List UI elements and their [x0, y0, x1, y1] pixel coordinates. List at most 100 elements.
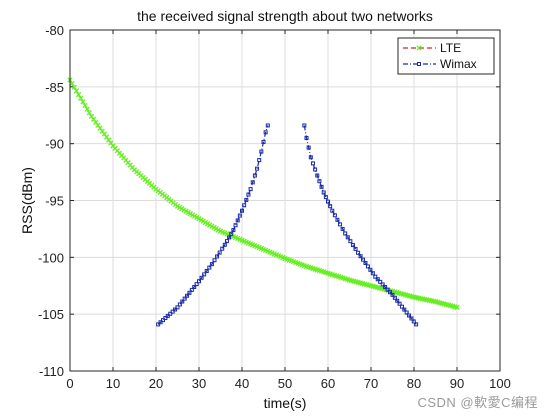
data-point-wimax	[343, 231, 348, 236]
data-point-wimax	[385, 287, 390, 292]
data-point-lte	[75, 91, 82, 98]
x-tick-label: 80	[407, 376, 421, 391]
data-point-wimax	[173, 307, 178, 312]
data-point-wimax	[209, 262, 214, 267]
data-point-wimax	[242, 203, 247, 208]
data-point-wimax	[237, 213, 242, 218]
data-point-wimax	[315, 173, 320, 178]
data-point-wimax	[332, 213, 337, 218]
data-point-wimax	[229, 231, 234, 236]
data-point-lte	[73, 88, 80, 94]
x-tick-label: 90	[450, 376, 464, 391]
x-tick-label: 0	[66, 376, 73, 391]
data-point-wimax	[204, 268, 209, 273]
data-point-wimax	[388, 290, 393, 295]
chart-title: the received signal strength about two n…	[137, 8, 433, 24]
data-point-wimax	[358, 254, 363, 259]
data-point-wimax	[328, 204, 333, 209]
data-point-wimax	[370, 271, 375, 276]
data-point-wimax	[187, 290, 192, 295]
data-point-wimax	[306, 145, 311, 150]
legend-label-lte: LTE	[440, 41, 461, 55]
data-point-wimax	[227, 235, 232, 240]
data-point-wimax	[197, 279, 201, 284]
x-tick-label: 30	[192, 376, 206, 391]
data-point-wimax	[224, 239, 229, 244]
data-point-wimax	[414, 322, 419, 327]
y-tick-label: -100	[38, 250, 64, 265]
y-tick-label: -110	[39, 364, 64, 379]
data-point-wimax	[395, 298, 400, 303]
data-point-wimax	[235, 218, 240, 223]
data-point-wimax	[323, 195, 328, 200]
data-point-wimax	[340, 226, 345, 231]
data-point-wimax	[313, 167, 318, 172]
data-point-lte	[80, 99, 86, 105]
data-point-wimax	[368, 267, 373, 272]
data-point-wimax	[356, 250, 361, 255]
series-layer	[67, 77, 460, 327]
y-tick-label: -90	[45, 137, 64, 152]
data-point-wimax	[265, 123, 270, 128]
data-point-wimax	[375, 277, 380, 282]
data-point-wimax	[257, 158, 262, 163]
data-point-wimax	[261, 139, 266, 144]
data-point-lte	[454, 304, 460, 311]
y-axis-label: RSS(dBm)	[19, 167, 35, 234]
data-point-wimax	[248, 187, 253, 192]
data-point-wimax	[404, 310, 409, 315]
data-point-wimax	[399, 304, 404, 309]
data-point-wimax	[180, 299, 185, 304]
data-point-wimax	[220, 246, 225, 251]
data-point-wimax	[233, 223, 238, 228]
data-point-wimax	[397, 301, 402, 306]
data-point-wimax	[361, 257, 366, 262]
data-point-wimax	[222, 242, 227, 247]
data-point-wimax	[168, 311, 173, 316]
data-point-wimax	[330, 208, 335, 213]
data-point-wimax	[378, 279, 383, 284]
data-point-wimax	[259, 149, 264, 154]
legend-label-wimax: Wimax	[440, 57, 477, 71]
data-point-wimax	[170, 309, 175, 314]
data-point-wimax	[194, 282, 199, 287]
data-point-wimax	[353, 246, 358, 251]
data-point-wimax	[363, 261, 368, 266]
data-point-wimax	[160, 318, 165, 323]
data-point-wimax	[326, 199, 330, 204]
data-point-wimax	[317, 179, 322, 184]
data-point-wimax	[165, 313, 170, 318]
data-point-wimax	[409, 316, 414, 321]
data-point-wimax	[302, 123, 307, 128]
data-point-wimax	[202, 272, 207, 277]
data-point-wimax	[215, 254, 220, 259]
data-point-wimax	[383, 285, 388, 290]
legend-box	[397, 37, 495, 75]
x-tick-label: 40	[235, 376, 249, 391]
data-point-wimax	[231, 228, 236, 233]
x-axis-label: time(s)	[264, 395, 307, 411]
data-point-wimax	[177, 302, 182, 307]
data-point-lte	[71, 84, 77, 90]
data-point-lte	[69, 80, 75, 87]
watermark: CSDN @軟愛C编程	[417, 395, 538, 410]
data-point-wimax	[380, 282, 385, 287]
data-point-wimax	[255, 166, 260, 171]
data-point-wimax	[212, 258, 217, 263]
y-tick-label: -95	[45, 194, 64, 209]
x-tick-label: 60	[321, 376, 335, 391]
data-point-wimax	[365, 264, 370, 269]
x-tick-label: 100	[489, 376, 511, 391]
data-point-wimax	[158, 320, 163, 325]
data-point-wimax	[411, 319, 416, 324]
data-point-lte	[84, 106, 90, 112]
data-point-wimax	[350, 243, 355, 248]
data-point-wimax	[244, 197, 249, 202]
data-point-wimax	[335, 217, 340, 222]
x-tick-label: 10	[106, 376, 120, 391]
data-point-wimax	[192, 285, 197, 290]
x-tick-label: 20	[149, 376, 163, 391]
data-point-wimax	[319, 184, 324, 189]
data-point-wimax	[156, 322, 161, 327]
